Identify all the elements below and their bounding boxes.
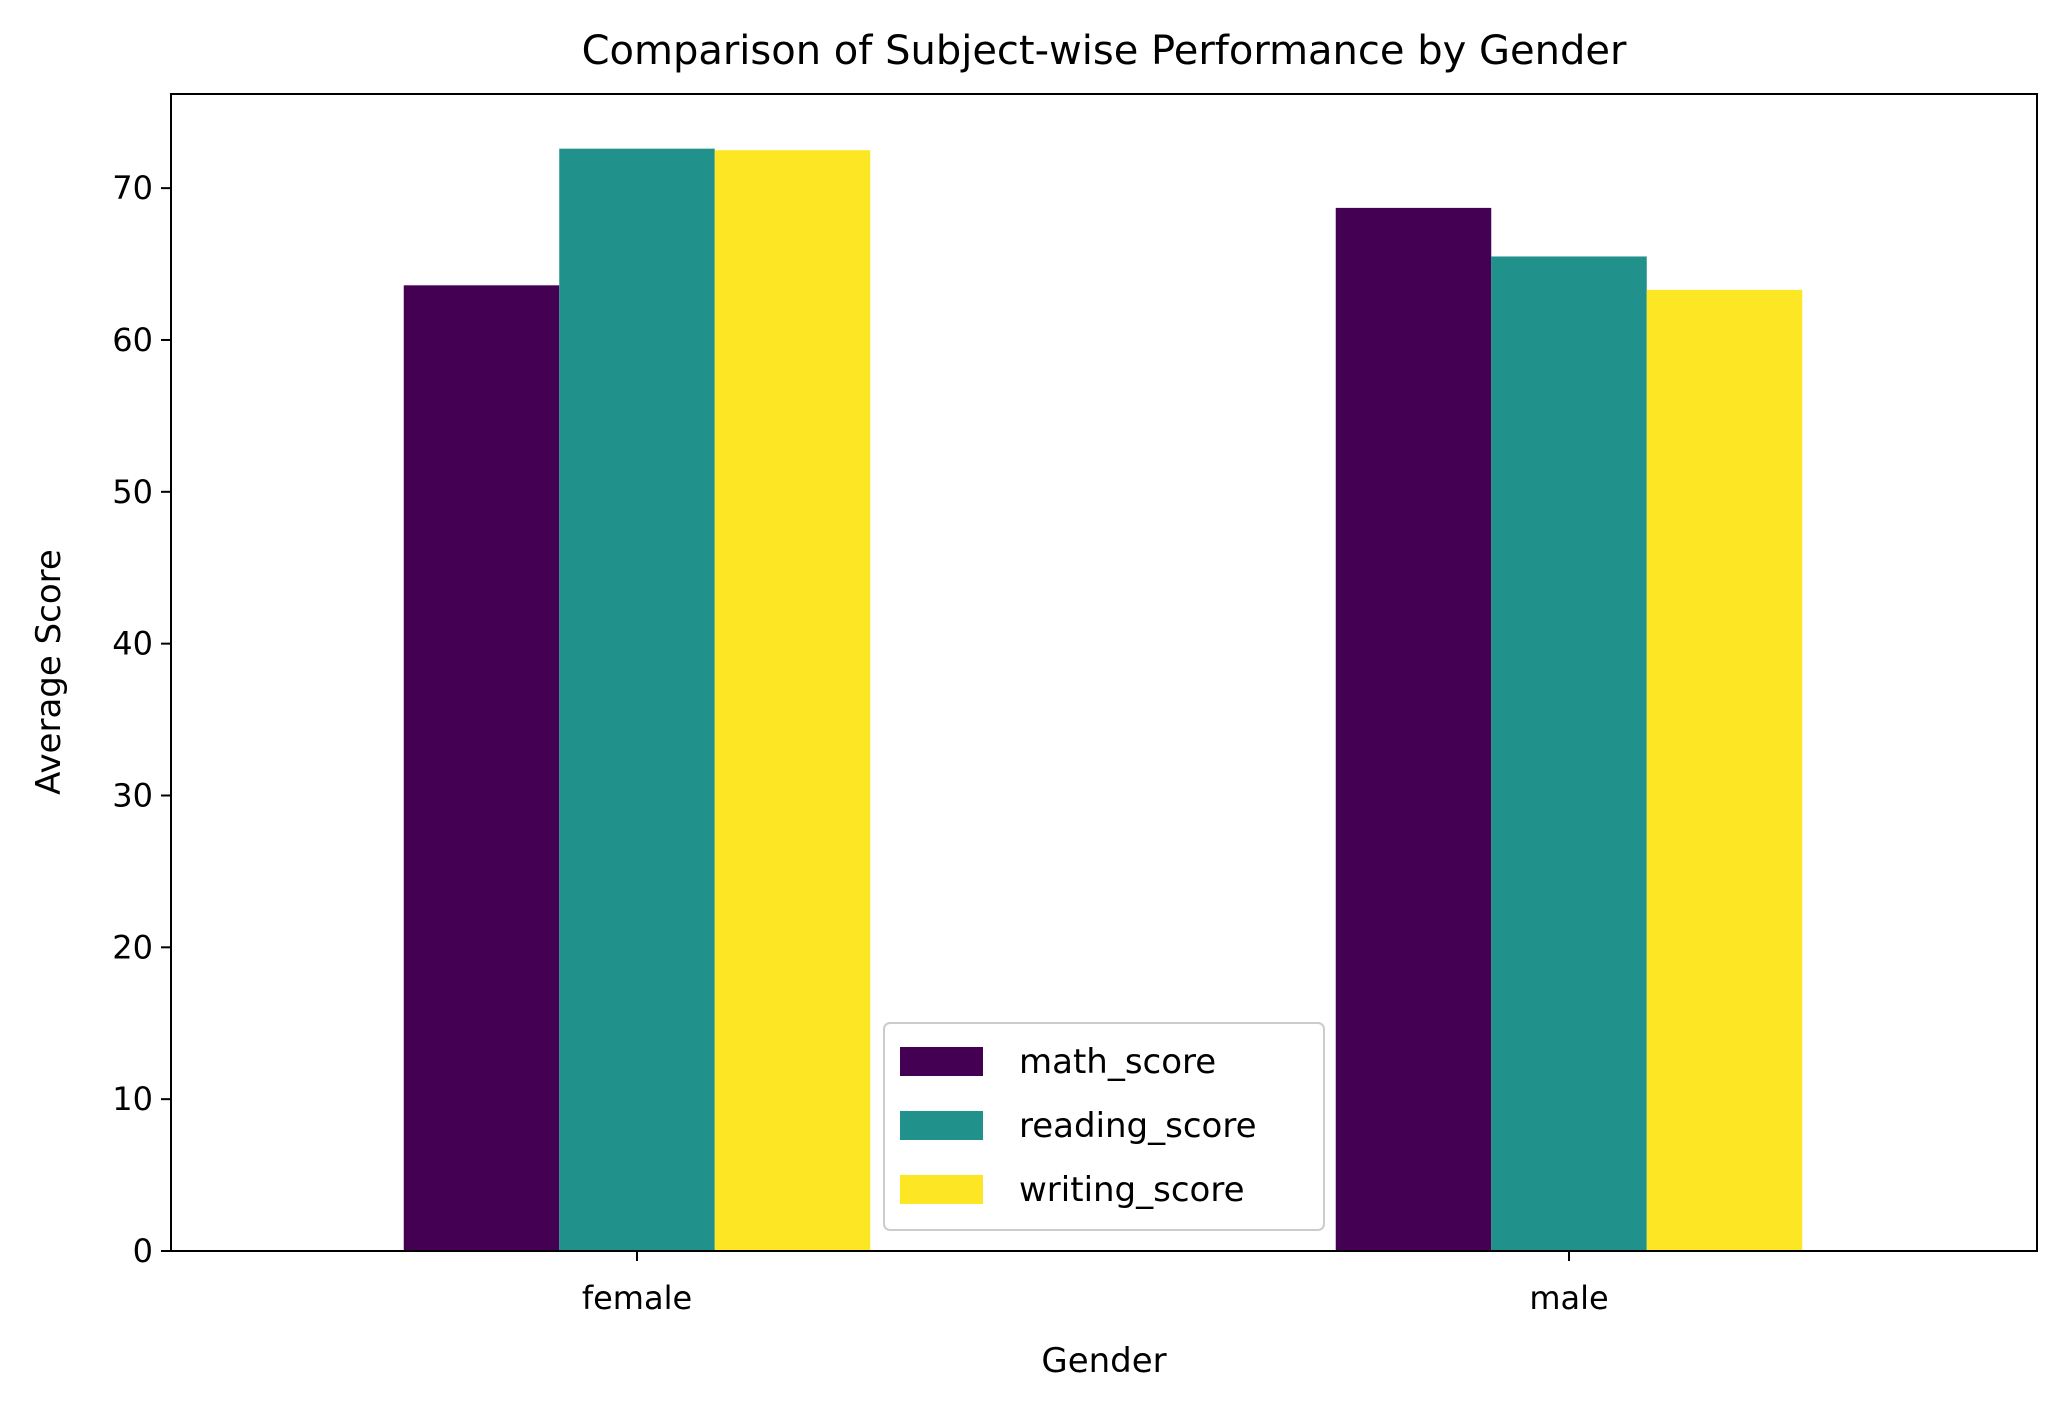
y-tick-label: 70 bbox=[112, 169, 153, 207]
legend-label-math_score: math_score bbox=[1019, 1042, 1216, 1082]
bar-reading_score-male bbox=[1491, 256, 1647, 1251]
y-axis-label: Average Score bbox=[29, 549, 69, 795]
y-tick-label: 10 bbox=[112, 1080, 153, 1118]
bar-math_score-male bbox=[1335, 207, 1492, 1252]
x-tick-label-male: male bbox=[1529, 1279, 1608, 1317]
x-tick-label-female: female bbox=[582, 1279, 692, 1317]
bars-layer bbox=[403, 148, 1803, 1252]
y-tick-label: 0 bbox=[133, 1232, 153, 1270]
bar-writing_score-male bbox=[1646, 289, 1803, 1251]
legend-swatch-writing_score bbox=[900, 1175, 983, 1204]
y-tick-label: 30 bbox=[112, 776, 153, 814]
y-tick-label: 50 bbox=[112, 473, 153, 511]
y-tick-label: 40 bbox=[112, 625, 153, 663]
chart-title: Comparison of Subject-wise Performance b… bbox=[582, 28, 1627, 74]
x-axis: female male bbox=[582, 1251, 1609, 1317]
legend-label-reading_score: reading_score bbox=[1019, 1106, 1257, 1146]
y-axis: 0 10 20 30 40 50 60 70 bbox=[112, 169, 171, 1270]
x-axis-label: Gender bbox=[1041, 1341, 1166, 1381]
y-tick-label: 20 bbox=[112, 928, 153, 966]
legend-swatch-math_score bbox=[900, 1047, 983, 1076]
plot-area-frame bbox=[170, 93, 2038, 1252]
legend-label-writing_score: writing_score bbox=[1019, 1170, 1245, 1210]
bar-reading_score-female bbox=[559, 148, 715, 1252]
bar-writing_score-female bbox=[714, 150, 871, 1251]
legend-swatch-reading_score bbox=[900, 1111, 983, 1140]
y-tick-label: 60 bbox=[112, 321, 153, 359]
bar-math_score-female bbox=[403, 285, 560, 1252]
legend: math_score reading_score writing_score bbox=[883, 1022, 1325, 1231]
legend-box bbox=[883, 1022, 1325, 1231]
